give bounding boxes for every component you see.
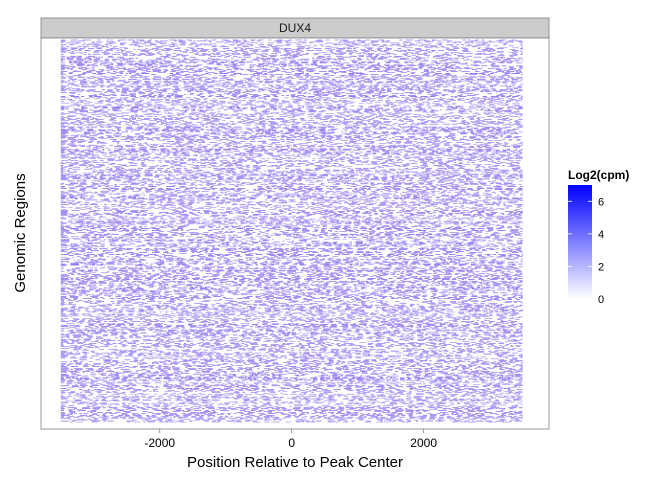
legend-tick-label: 4: [598, 229, 604, 241]
x-axis: -2000 0 2000: [144, 429, 437, 450]
legend-tick-label: 6: [598, 196, 604, 208]
legend-tick-label: 2: [598, 261, 604, 273]
x-tick-label: -2000: [144, 436, 175, 450]
legend-title: Log2(cpm): [568, 168, 629, 182]
x-tick-label: 2000: [410, 436, 437, 450]
legend-colorbar: [568, 185, 592, 299]
legend-tick-label: 0: [598, 294, 604, 306]
facet-label: DUX4: [279, 21, 311, 35]
x-axis-title: Position Relative to Peak Center: [187, 454, 403, 471]
x-tick-label: 0: [288, 436, 295, 450]
y-axis-title: Genomic Regions: [12, 173, 29, 292]
heatmap-marks: [60, 39, 523, 423]
legend-ticks: 0 2 4 6: [568, 196, 604, 306]
